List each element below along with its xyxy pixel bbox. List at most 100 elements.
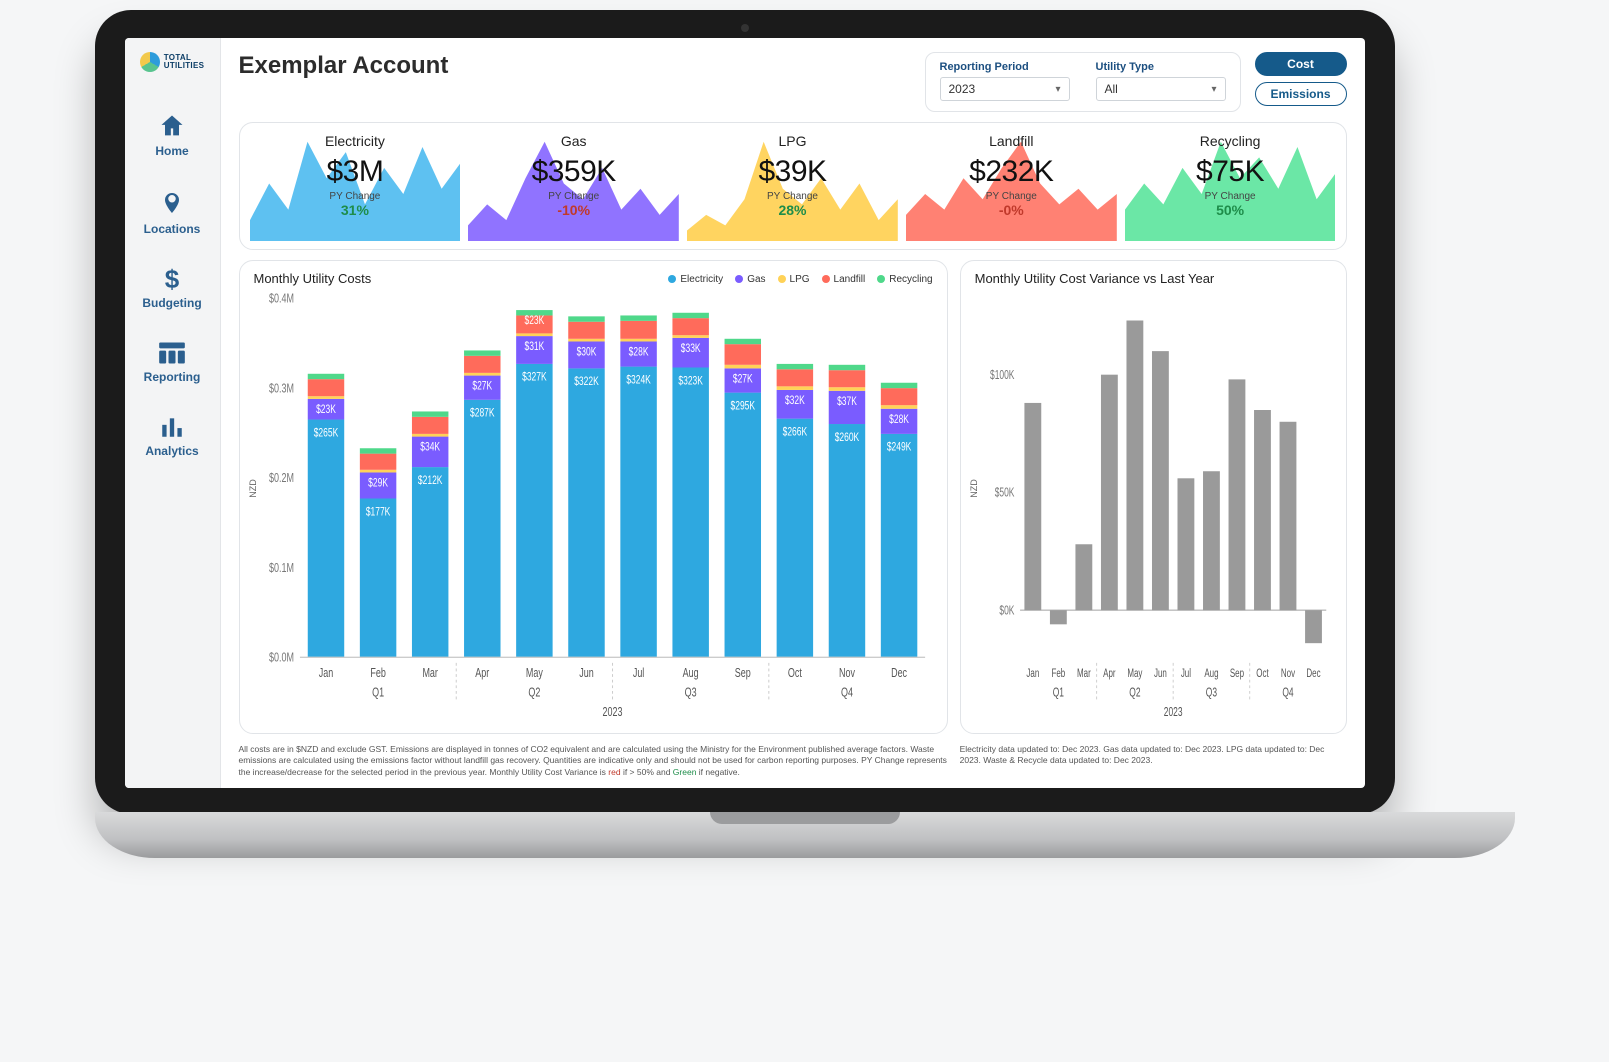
filter-utility: Utility Type All ▾ — [1096, 61, 1226, 101]
sidebar-item-budgeting[interactable]: $Budgeting — [125, 262, 220, 314]
kpi-electricity: Electricity$3MPY Change31% — [250, 131, 461, 241]
svg-text:Aug: Aug — [1204, 668, 1218, 681]
costs-chart-area: NZD $0.0M$0.1M$0.2M$0.3M$0.4M$265K$23KJa… — [254, 290, 933, 725]
sidebar-item-label: Analytics — [145, 444, 198, 458]
page-title: Exemplar Account — [239, 52, 449, 80]
footer-green: Green — [673, 767, 697, 777]
variance-ylabel: NZD — [969, 480, 979, 499]
costs-card: Monthly Utility Costs ElectricityGasLPGL… — [239, 260, 948, 734]
svg-text:$28K: $28K — [889, 414, 909, 427]
svg-text:Nov: Nov — [1281, 668, 1296, 681]
kpi-gas: Gas$359KPY Change-10% — [468, 131, 679, 241]
svg-text:$212K: $212K — [417, 475, 442, 488]
kpi-recycling: Recycling$75KPY Change50% — [1125, 131, 1336, 241]
svg-text:Jan: Jan — [1026, 668, 1039, 681]
kpi-sub: PY Change — [906, 191, 1117, 202]
svg-text:Q4: Q4 — [1282, 686, 1293, 700]
brand-line2: UTILITIES — [164, 62, 204, 70]
svg-text:$37K: $37K — [837, 396, 857, 409]
variance-chart-area: NZD $0K$50K$100KJanFebMarAprMayJunJulAug… — [975, 290, 1332, 725]
svg-text:2023: 2023 — [602, 706, 622, 720]
svg-text:$33K: $33K — [680, 343, 700, 356]
controls: Reporting Period 2023 ▾ Utility Type All… — [925, 52, 1347, 112]
svg-text:$100K: $100K — [990, 368, 1015, 382]
svg-text:Q1: Q1 — [372, 686, 384, 700]
footers: All costs are in $NZD and exclude GST. E… — [239, 744, 1347, 778]
svg-text:May: May — [1127, 668, 1143, 681]
svg-text:$0.4M: $0.4M — [268, 292, 293, 306]
legend-item-gas: Gas — [735, 274, 765, 285]
variance-card: Monthly Utility Cost Variance vs Last Ye… — [960, 260, 1347, 734]
footer-left-text: All costs are in $NZD and exclude GST. E… — [239, 744, 947, 777]
svg-text:$249K: $249K — [886, 442, 911, 455]
svg-text:Oct: Oct — [1256, 668, 1269, 681]
sidebar-item-locations[interactable]: Locations — [125, 184, 220, 240]
svg-text:$322K: $322K — [574, 376, 599, 389]
svg-text:2023: 2023 — [1163, 706, 1182, 720]
kpi-value: $75K — [1125, 155, 1336, 189]
kpi-landfill: Landfill$232KPY Change-0% — [906, 131, 1117, 241]
svg-text:$23K: $23K — [316, 404, 336, 417]
svg-text:Jun: Jun — [579, 667, 593, 681]
costs-chart-svg: $0.0M$0.1M$0.2M$0.3M$0.4M$265K$23KJan$17… — [254, 290, 933, 725]
camera-dot — [741, 24, 749, 32]
svg-text:$27K: $27K — [732, 373, 752, 386]
svg-text:$327K: $327K — [522, 372, 547, 385]
kpi-strip: Electricity$3MPY Change31%Gas$359KPY Cha… — [239, 122, 1347, 250]
svg-text:$29K: $29K — [368, 477, 388, 490]
legend-item-lpg: LPG — [778, 274, 810, 285]
svg-text:$23K: $23K — [524, 315, 544, 328]
svg-text:Aug: Aug — [682, 667, 698, 681]
svg-text:$31K: $31K — [524, 341, 544, 354]
svg-text:$0.3M: $0.3M — [268, 382, 293, 396]
svg-text:$30K: $30K — [576, 346, 596, 359]
utility-select[interactable]: All ▾ — [1096, 77, 1226, 101]
main-area: Exemplar Account Reporting Period 2023 ▾… — [221, 38, 1365, 788]
kpi-sub: PY Change — [1125, 191, 1336, 202]
kpi-sub: PY Change — [687, 191, 898, 202]
topbar: Exemplar Account Reporting Period 2023 ▾… — [239, 52, 1347, 112]
svg-text:$287K: $287K — [470, 407, 495, 420]
costs-legend: ElectricityGasLPGLandfillRecycling — [668, 274, 932, 285]
svg-text:May: May — [525, 667, 542, 681]
svg-text:Feb: Feb — [370, 667, 385, 681]
svg-text:$295K: $295K — [730, 400, 755, 413]
sidebar-item-label: Reporting — [144, 370, 201, 384]
period-label: Reporting Period — [940, 61, 1070, 73]
svg-text:$260K: $260K — [834, 432, 859, 445]
svg-text:$177K: $177K — [365, 506, 390, 519]
svg-text:$0K: $0K — [999, 604, 1015, 618]
period-select[interactable]: 2023 ▾ — [940, 77, 1070, 101]
variance-chart-svg: $0K$50K$100KJanFebMarAprMayJunJulAugSepO… — [975, 290, 1332, 725]
svg-text:Q3: Q3 — [1205, 686, 1216, 700]
chevron-down-icon: ▾ — [1055, 84, 1060, 95]
sidebar-item-label: Budgeting — [142, 296, 201, 310]
kpi-sub: PY Change — [468, 191, 679, 202]
svg-text:$0.1M: $0.1M — [268, 561, 293, 575]
svg-text:$324K: $324K — [626, 374, 651, 387]
kpi-pct: -10% — [468, 202, 679, 218]
svg-text:Feb: Feb — [1051, 668, 1065, 681]
filter-period: Reporting Period 2023 ▾ — [940, 61, 1070, 101]
sidebar-item-reporting[interactable]: Reporting — [125, 336, 220, 388]
svg-text:Jun: Jun — [1154, 668, 1167, 681]
svg-text:$34K: $34K — [420, 441, 440, 454]
kpi-pct: 50% — [1125, 202, 1336, 218]
svg-text:Sep: Sep — [734, 667, 750, 681]
emissions-button[interactable]: Emissions — [1255, 82, 1347, 106]
footer-right: Electricity data updated to: Dec 2023. G… — [960, 744, 1347, 778]
laptop-bezel: TOTAL UTILITIES HomeLocations$BudgetingR… — [95, 10, 1395, 814]
svg-text:Sep: Sep — [1229, 668, 1243, 681]
sidebar-item-home[interactable]: Home — [125, 108, 220, 162]
svg-text:Jul: Jul — [1180, 668, 1190, 681]
svg-text:$28K: $28K — [628, 346, 648, 359]
sidebar-item-analytics[interactable]: Analytics — [125, 410, 220, 462]
svg-text:$0.0M: $0.0M — [268, 651, 293, 665]
kpi-label: LPG — [687, 133, 898, 149]
footer-mid: if > 50% and — [621, 767, 673, 777]
app-screen: TOTAL UTILITIES HomeLocations$BudgetingR… — [125, 38, 1365, 788]
legend-item-electricity: Electricity — [668, 274, 723, 285]
svg-text:Jan: Jan — [318, 667, 332, 681]
filter-card: Reporting Period 2023 ▾ Utility Type All… — [925, 52, 1241, 112]
cost-button[interactable]: Cost — [1255, 52, 1347, 76]
